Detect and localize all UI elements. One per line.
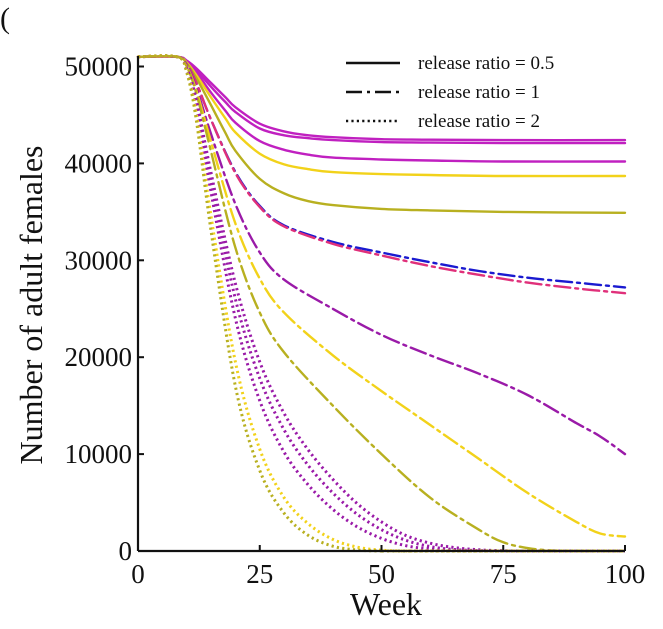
corner-mark: ( [0, 2, 10, 35]
plot-lines [136, 54, 627, 553]
series-dotted-purple-1 [137, 54, 625, 553]
series-dotted-purple-3 [137, 54, 626, 553]
y-tick-label: 0 [119, 536, 133, 566]
y-tick-label: 20000 [65, 342, 133, 372]
y-tick-label: 50000 [65, 52, 133, 82]
series-dashdot-olive [136, 54, 627, 553]
x-axis-title: Week [350, 586, 422, 622]
legend-label: release ratio = 1 [418, 82, 540, 103]
x-tick-label: 0 [131, 559, 145, 589]
series-dotted-purple-2 [137, 54, 626, 553]
x-tick-label: 100 [605, 559, 646, 589]
series-dashdot-purple [136, 54, 627, 456]
series-solid-yellow [136, 55, 627, 178]
legend-label: release ratio = 0.5 [418, 53, 554, 74]
series-dashdot-yellow [136, 54, 627, 538]
y-tick-label: 30000 [65, 245, 133, 275]
series-dotted-yellow [137, 54, 625, 553]
y-tick-label: 40000 [65, 148, 133, 178]
y-tick-label: 10000 [65, 439, 133, 469]
series-dashdot-pink [136, 55, 627, 295]
x-tick-label: 25 [246, 559, 273, 589]
y-axis-title: Number of adult females [13, 146, 49, 465]
x-tick-label: 50 [368, 559, 395, 589]
legend: release ratio = 0.5 release ratio = 1 rele… [346, 53, 554, 132]
axes: 0 25 50 75 100 0 10000 20000 30000 40000 50000 [65, 52, 646, 590]
series-dotted-olive [137, 54, 625, 553]
legend-label: release ratio = 2 [418, 111, 540, 132]
x-tick-label: 75 [490, 559, 517, 589]
